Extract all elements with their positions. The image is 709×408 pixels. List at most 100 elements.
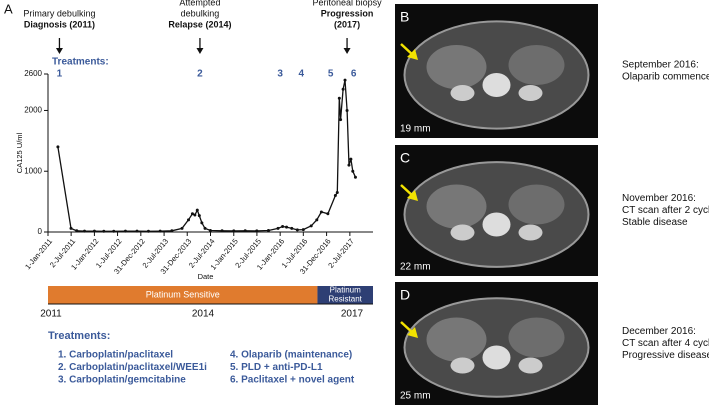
y-tick-label: 1000 <box>24 166 42 175</box>
timeline-segment <box>48 286 318 304</box>
scan-caption: CT scan after 4 cycles <box>622 338 709 349</box>
data-point <box>309 224 313 228</box>
data-point <box>243 229 247 233</box>
treatment-number: 3 <box>277 69 283 80</box>
timeline-label: Platinum <box>330 286 361 295</box>
scan-caption: CT scan after 2 cycles <box>622 205 709 216</box>
ct-bowel <box>426 45 487 89</box>
treatment-item: 5. PLD + anti-PD-L1 <box>230 362 323 373</box>
scan-measure: 22 mm <box>400 262 431 273</box>
data-point <box>353 175 357 179</box>
data-point <box>220 229 224 233</box>
annotation: Relapse (2014) <box>168 19 231 29</box>
data-point <box>92 229 96 233</box>
annotation: Peritoneal biopsy <box>313 0 383 7</box>
data-point <box>319 210 323 214</box>
data-point <box>337 96 341 100</box>
data-point <box>232 229 236 233</box>
annotation: (2017) <box>334 19 360 29</box>
data-point <box>315 218 319 222</box>
ct-bone <box>450 357 475 374</box>
data-point <box>345 108 349 112</box>
data-point <box>112 229 116 233</box>
data-point <box>135 229 139 233</box>
arrow-head <box>343 48 351 54</box>
treatment-item: 4. Olaparib (maintenance) <box>230 350 352 361</box>
scan-label: C <box>400 150 410 166</box>
scan-label: B <box>400 9 409 25</box>
data-point <box>326 212 330 216</box>
panel-label: A <box>4 1 13 16</box>
data-point <box>343 78 347 82</box>
arrow-head <box>55 48 63 54</box>
data-point <box>285 225 289 229</box>
timeline-segment <box>317 286 373 304</box>
data-point <box>197 214 201 218</box>
annotation: Diagnosis (2011) <box>24 19 95 29</box>
ct-bone <box>482 345 511 370</box>
data-point <box>102 229 106 233</box>
data-point <box>170 229 174 233</box>
scan-caption: Stable disease <box>622 217 688 228</box>
ct-bowel <box>508 184 565 225</box>
data-point <box>180 226 184 230</box>
timeline-label: Platinum Sensitive <box>146 289 220 299</box>
data-point <box>82 229 86 233</box>
ct-bone <box>518 224 543 241</box>
ct-bowel <box>508 317 565 358</box>
ct-bowel <box>426 184 487 229</box>
treatment-item: 1. Carboplatin/paclitaxel <box>58 350 173 361</box>
treatment-number: 4 <box>299 69 305 80</box>
data-point <box>276 226 280 230</box>
yellow-arrow-head <box>407 190 418 201</box>
annotation: Primary debulking <box>23 8 95 18</box>
yellow-arrow-head <box>407 327 418 338</box>
data-point <box>123 229 127 233</box>
ct-bone <box>482 73 511 97</box>
data-point <box>339 118 343 122</box>
data-point <box>347 163 351 167</box>
data-point <box>69 226 73 230</box>
timeline-tick-label: 2011 <box>40 309 62 320</box>
data-point <box>281 225 285 229</box>
data-point <box>190 212 194 216</box>
ct-bone <box>518 357 543 374</box>
data-point <box>195 208 199 212</box>
arrow-head <box>196 48 204 54</box>
data-point <box>158 229 162 233</box>
scan-label: D <box>400 287 410 303</box>
data-point <box>301 228 305 232</box>
ct-bone <box>450 85 475 101</box>
data-point <box>351 169 355 173</box>
treatment-number: 5 <box>328 69 334 80</box>
y-tick-label: 2600 <box>24 69 42 78</box>
treatment-item: 2. Carboplatin/paclitaxel/WEE1i <box>58 362 207 373</box>
treatments-title: Treatments: <box>52 57 109 68</box>
data-point <box>203 226 207 230</box>
data-point <box>255 229 259 233</box>
data-point <box>187 218 191 222</box>
data-point <box>341 87 345 91</box>
treatment-item: 3. Carboplatin/gemcitabine <box>58 375 186 386</box>
data-point <box>333 194 337 198</box>
data-point <box>146 229 150 233</box>
timeline-tick-label: 2017 <box>341 309 364 320</box>
annotation: Attempted <box>179 0 220 7</box>
scan-caption: Olaparib commenced <box>622 72 709 83</box>
data-point <box>335 191 339 194</box>
timeline-tick-label: 2014 <box>192 309 215 320</box>
scan-measure: 19 mm <box>400 124 431 135</box>
data-point <box>266 228 270 232</box>
y-tick-label: 2000 <box>24 106 42 115</box>
ct-bowel <box>508 45 565 85</box>
data-point <box>208 228 212 232</box>
x-axis-label: Date <box>198 272 214 281</box>
data-point <box>193 213 197 217</box>
timeline-label: Resistant <box>329 295 363 304</box>
scan-caption: September 2016: <box>622 60 699 71</box>
data-point <box>290 226 294 230</box>
ct-bone <box>518 85 543 101</box>
treatment-number: 1 <box>57 69 63 80</box>
ct-bone <box>482 212 511 237</box>
